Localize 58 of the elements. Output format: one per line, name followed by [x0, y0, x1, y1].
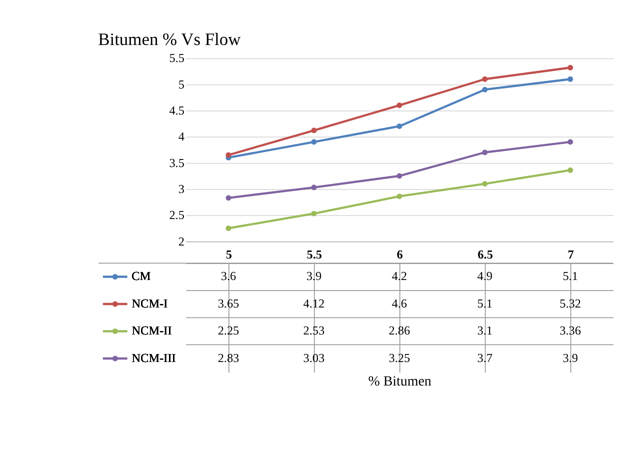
data-label: 3.9 [306, 269, 322, 284]
data-label: 2.53 [303, 324, 325, 338]
x-tick-label: 5 [226, 247, 232, 262]
point [482, 150, 488, 156]
y-tick-label: 2.5 [169, 208, 184, 222]
data-label: 3.9 [562, 351, 578, 365]
data-label: 4.2 [392, 269, 408, 284]
point [482, 86, 488, 92]
data-label: 3.25 [388, 351, 410, 365]
y-tick-label: 3 [178, 182, 184, 196]
x-tick-label: 5.5 [306, 247, 322, 262]
data-label: 3.65 [218, 296, 240, 310]
point [568, 64, 574, 70]
point [226, 225, 232, 231]
y-tick-label: 4 [178, 130, 184, 144]
point [311, 128, 317, 134]
data-label: 5.32 [560, 296, 581, 310]
x-tick-label: 6 [396, 247, 403, 262]
data-label: 2.83 [218, 351, 240, 365]
point [226, 152, 232, 158]
y-tick-label: 3.5 [169, 156, 184, 170]
point [568, 139, 574, 145]
legend-label: CM [132, 269, 151, 284]
data-label: 4.12 [303, 296, 325, 310]
data-label: 5.1 [477, 296, 492, 310]
y-tick-label: 5 [178, 77, 184, 92]
legend-label: NCM-II [132, 324, 172, 338]
point [396, 123, 402, 129]
data-label: 3.1 [477, 324, 492, 338]
chart-title: Bitumen % Vs Flow [98, 29, 242, 50]
point [311, 184, 317, 190]
point [311, 210, 317, 216]
legend-label: NCM-I [132, 296, 168, 310]
data-label: 3.03 [303, 351, 325, 365]
y-tick-label: 5.5 [169, 51, 184, 66]
data-label: 2.25 [218, 324, 240, 338]
x-tick-label: 6.5 [478, 247, 493, 262]
y-tick-label: 4.5 [169, 103, 184, 118]
data-label: 5.1 [562, 269, 578, 284]
point [396, 102, 402, 108]
data-label: 3.36 [560, 324, 581, 338]
data-label: 2.86 [388, 324, 410, 338]
x-tick-label: 7 [568, 247, 574, 262]
legend-label: NCM-III [132, 351, 176, 365]
data-label: 3.7 [477, 351, 492, 365]
point [226, 195, 232, 201]
point [482, 181, 488, 187]
point [568, 76, 574, 82]
data-label: 4.6 [392, 296, 408, 310]
text: % Bitumen [368, 374, 432, 390]
point [396, 173, 402, 179]
point [396, 194, 402, 200]
data-label: 3.6 [220, 269, 236, 284]
point [311, 139, 317, 145]
data-label: 4.9 [477, 269, 492, 284]
point [568, 167, 574, 173]
point [482, 76, 488, 82]
y-tick-label: 2 [178, 234, 184, 248]
